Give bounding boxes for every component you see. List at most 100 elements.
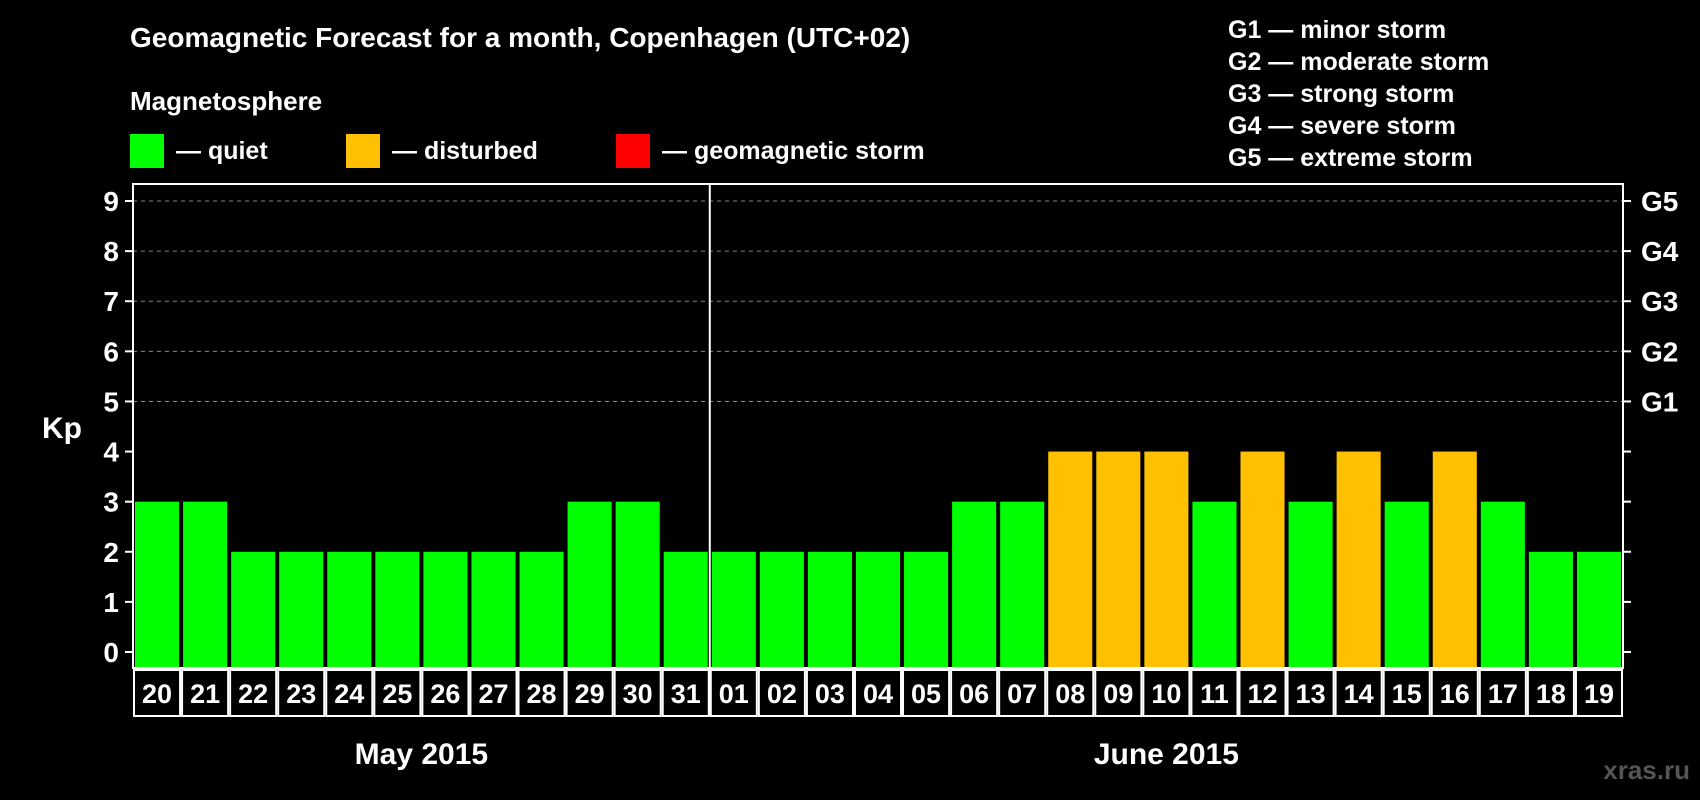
- right-tick-label-G5: G5: [1641, 186, 1678, 217]
- day-label-03: 03: [815, 679, 845, 709]
- day-label-07: 07: [1007, 679, 1037, 709]
- legend-item-disturbed: — disturbed: [346, 134, 538, 168]
- day-label-23: 23: [286, 679, 316, 709]
- day-box-29: [565, 669, 614, 717]
- legend-item-storm: — geomagnetic storm: [616, 134, 925, 168]
- storm-scale-g4: G4 — severe storm: [1228, 112, 1456, 140]
- y-axis-label: Kp: [42, 412, 82, 445]
- day-label-28: 28: [527, 679, 557, 709]
- day-label-06: 06: [959, 679, 989, 709]
- legend-label-disturbed: — disturbed: [392, 136, 538, 165]
- day-box-02: [757, 669, 806, 717]
- y-tick-label-1: 1: [103, 587, 119, 618]
- bar-26: [423, 551, 468, 668]
- day-label-04: 04: [863, 679, 893, 709]
- storm-scale-g3: G3 — strong storm: [1228, 80, 1455, 108]
- bar-14: [1336, 451, 1381, 668]
- storm-scale-g5: G5 — extreme storm: [1228, 144, 1473, 172]
- day-box-09: [1094, 669, 1143, 717]
- bar-05: [904, 551, 949, 668]
- day-label-24: 24: [334, 679, 364, 709]
- day-label-10: 10: [1151, 679, 1181, 709]
- day-box-14: [1334, 669, 1383, 717]
- legend-label-storm: — geomagnetic storm: [662, 136, 925, 165]
- day-label-22: 22: [238, 679, 268, 709]
- bar-17: [1480, 501, 1525, 668]
- storm-scale-legend: G1 — minor storm G2 — moderate storm G3 …: [1228, 14, 1489, 174]
- day-box-16: [1430, 669, 1479, 717]
- bar-16: [1432, 451, 1477, 668]
- bar-20: [135, 501, 180, 668]
- day-label-26: 26: [430, 679, 460, 709]
- right-tick-label-G2: G2: [1641, 336, 1678, 367]
- day-label-08: 08: [1055, 679, 1085, 709]
- day-box-18: [1526, 669, 1575, 717]
- y-tick-label-5: 5: [103, 386, 119, 417]
- legend-item-quiet: — quiet: [130, 134, 268, 168]
- day-box-17: [1478, 669, 1527, 717]
- bar-04: [855, 551, 901, 668]
- y-tick-label-6: 6: [103, 336, 119, 367]
- day-box-25: [373, 669, 422, 717]
- day-box-31: [661, 669, 710, 717]
- bar-15: [1384, 501, 1429, 668]
- y-tick-label-8: 8: [103, 236, 119, 267]
- bar-08: [1048, 451, 1093, 668]
- day-label-29: 29: [575, 679, 605, 709]
- day-label-09: 09: [1103, 679, 1133, 709]
- day-label-05: 05: [911, 679, 941, 709]
- day-label-15: 15: [1392, 679, 1422, 709]
- day-label-31: 31: [671, 679, 701, 709]
- bar-24: [327, 551, 372, 668]
- bar-02: [759, 551, 804, 668]
- day-box-06: [950, 669, 999, 717]
- month-label-0: May 2015: [355, 738, 488, 771]
- y-tick-label-2: 2: [103, 537, 119, 568]
- day-label-19: 19: [1584, 679, 1614, 709]
- bar-21: [183, 501, 228, 668]
- bar-03: [807, 551, 852, 668]
- day-box-10: [1142, 669, 1191, 717]
- bar-31: [663, 551, 708, 668]
- day-box-28: [517, 669, 566, 717]
- y-tick-label-3: 3: [103, 487, 119, 518]
- bar-28: [519, 551, 564, 668]
- day-box-11: [1190, 669, 1239, 717]
- legend-swatch-quiet: [130, 134, 164, 168]
- plot-frame: [132, 183, 1624, 669]
- day-box-13: [1286, 669, 1335, 717]
- bar-27: [471, 551, 516, 668]
- bar-06: [952, 501, 997, 668]
- legend-label-quiet: — quiet: [176, 136, 268, 165]
- bar-18: [1528, 551, 1573, 668]
- bar-10: [1144, 451, 1189, 668]
- day-box-01: [709, 669, 758, 717]
- bar-09: [1096, 451, 1141, 668]
- bar-07: [1000, 501, 1045, 668]
- day-label-18: 18: [1536, 679, 1566, 709]
- day-label-20: 20: [142, 679, 172, 709]
- magnetosphere-label: Magnetosphere: [130, 86, 323, 116]
- day-box-08: [1046, 669, 1095, 717]
- day-box-22: [229, 669, 278, 717]
- right-tick-label-G1: G1: [1641, 386, 1678, 417]
- watermark: xras.ru: [1603, 755, 1690, 785]
- day-label-11: 11: [1200, 679, 1229, 709]
- day-label-16: 16: [1440, 679, 1470, 709]
- month-label-1: June 2015: [1094, 738, 1239, 771]
- bar-29: [567, 501, 612, 668]
- bar-25: [375, 551, 420, 668]
- right-tick-label-G3: G3: [1641, 286, 1678, 317]
- day-box-21: [181, 669, 230, 717]
- day-box-30: [613, 669, 662, 717]
- bar-19: [1576, 551, 1621, 668]
- day-label-12: 12: [1247, 679, 1277, 709]
- right-tick-label-G4: G4: [1641, 236, 1679, 267]
- day-label-17: 17: [1488, 679, 1518, 709]
- legend-swatch-disturbed: [346, 134, 380, 168]
- day-box-12: [1238, 669, 1287, 717]
- day-label-21: 21: [190, 679, 220, 709]
- legend-swatch-storm: [616, 134, 650, 168]
- bar-30: [615, 501, 660, 668]
